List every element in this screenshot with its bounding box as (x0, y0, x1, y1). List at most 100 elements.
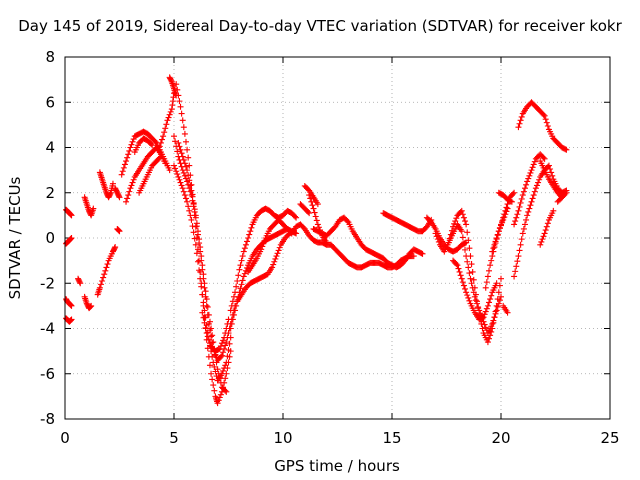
data-point (454, 262, 461, 269)
data-point (180, 156, 187, 163)
data-track (112, 185, 123, 201)
data-point (239, 253, 246, 260)
data-point (503, 204, 510, 211)
data-point (293, 214, 300, 221)
data-point (130, 136, 137, 143)
data-track (297, 201, 313, 217)
data-point (490, 245, 497, 252)
data-point (196, 267, 203, 274)
data-point (156, 154, 163, 161)
data-point (314, 201, 321, 208)
data-point (479, 325, 486, 332)
data-point (123, 158, 130, 165)
data-track (515, 99, 570, 153)
data-point (453, 261, 460, 268)
data-point (525, 208, 532, 215)
data-point (496, 224, 503, 231)
data-point (149, 142, 156, 149)
data-point (469, 284, 476, 291)
data-point (511, 273, 518, 280)
data-point (217, 391, 224, 398)
data-point (194, 228, 201, 235)
data-point (192, 212, 199, 219)
data-point (276, 244, 283, 251)
data-point (488, 257, 495, 264)
data-point (188, 187, 195, 194)
data-point (260, 240, 267, 247)
data-point (529, 195, 536, 202)
data-point (197, 244, 204, 251)
data-point (221, 365, 228, 372)
data-point (484, 273, 491, 280)
data-point (174, 86, 181, 93)
data-point (201, 319, 208, 326)
data-point (222, 362, 229, 369)
data-point (518, 195, 525, 202)
data-point (491, 314, 498, 321)
data-point (123, 198, 130, 205)
x-tick-label: 0 (60, 429, 70, 447)
data-point (466, 297, 473, 304)
data-track (81, 194, 97, 219)
data-point (283, 224, 290, 231)
data-point (68, 235, 75, 241)
data-series (63, 74, 570, 407)
data-point (186, 177, 193, 184)
data-track (537, 158, 566, 201)
data-point (90, 205, 97, 212)
data-point (515, 124, 522, 131)
data-point (483, 279, 490, 286)
data-point (472, 297, 479, 304)
data-point (77, 280, 84, 287)
data-point (314, 221, 321, 228)
y-tick-label: -6 (40, 365, 55, 383)
data-point (513, 214, 520, 221)
data-point (463, 221, 470, 228)
x-tick-label: 25 (600, 429, 619, 447)
data-point (498, 275, 504, 282)
data-point (208, 325, 215, 332)
data-point (224, 353, 231, 360)
x-tick-label: 20 (491, 429, 510, 447)
data-point (237, 285, 244, 292)
data-track (445, 221, 504, 337)
data-track (537, 207, 557, 248)
data-point (216, 375, 223, 382)
data-point (214, 400, 221, 407)
data-point (177, 103, 184, 110)
data-point (272, 255, 279, 262)
data-point (112, 244, 119, 251)
data-point (226, 340, 233, 347)
data-track (96, 169, 116, 201)
data-point (116, 228, 123, 235)
data-point (125, 192, 132, 199)
data-track (63, 315, 75, 325)
data-point (232, 307, 239, 314)
x-tick-label: 15 (382, 429, 401, 447)
data-point (492, 238, 499, 245)
data-point (518, 236, 525, 243)
data-point (542, 227, 549, 234)
data-point (162, 125, 169, 132)
data-track (171, 162, 234, 384)
data-point (527, 202, 534, 209)
data-point (216, 345, 223, 352)
data-point (544, 220, 551, 227)
data-point (495, 300, 502, 307)
data-point (102, 267, 109, 274)
data-point (213, 359, 220, 366)
data-point (172, 165, 179, 172)
data-point (197, 275, 204, 282)
data-point (121, 161, 128, 168)
data-point (501, 211, 508, 218)
data-point (189, 223, 196, 230)
data-point (518, 113, 525, 120)
data-track (554, 189, 570, 205)
data-point (493, 235, 500, 241)
data-track (63, 206, 75, 219)
data-point (487, 296, 494, 303)
data-point (464, 229, 471, 236)
y-tick-label: -4 (40, 320, 55, 338)
y-tick-label: 4 (45, 139, 55, 157)
data-point (466, 270, 473, 277)
